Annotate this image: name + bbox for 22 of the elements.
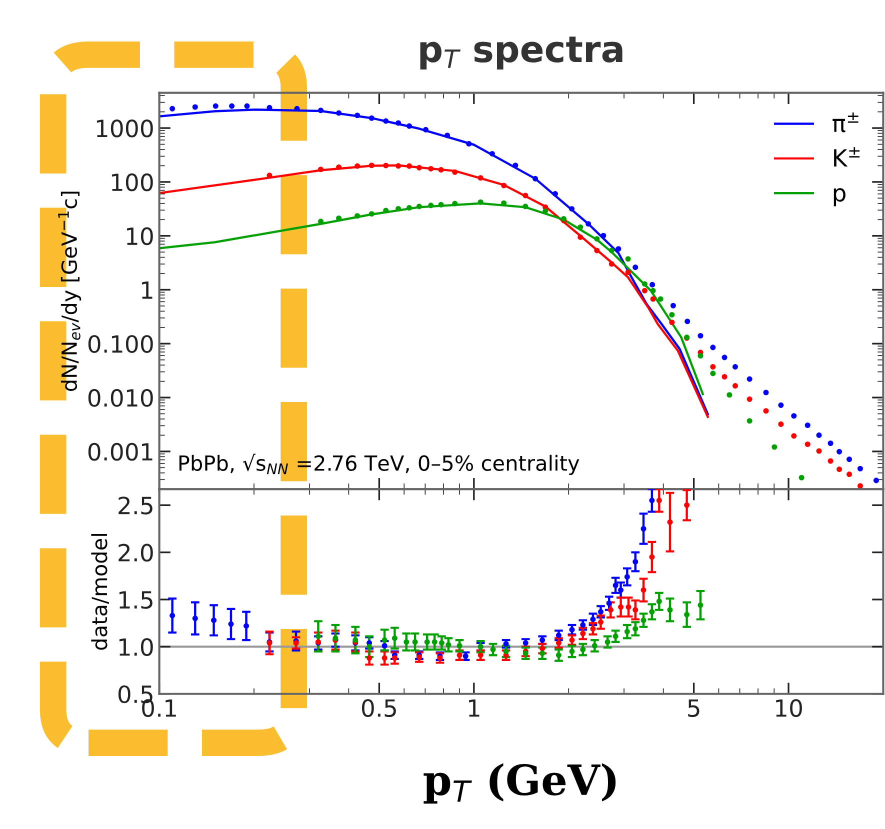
x-axis-title: p$_{T}$ (GeV) bbox=[424, 763, 616, 804]
x-tick-label: 5 bbox=[688, 699, 700, 718]
y-tick-label: 10 bbox=[126, 227, 153, 246]
chart-title: p$_{T}$ spectra bbox=[420, 36, 622, 70]
legend-label: π$^{±}$ bbox=[832, 112, 858, 132]
y-tick-label: 1 bbox=[142, 282, 152, 299]
y-tick-label: 1000 bbox=[96, 120, 153, 138]
y-tick-label: 1.0 bbox=[119, 638, 153, 656]
y-tick-label: 0.010 bbox=[88, 388, 153, 407]
y-tick-label: 100 bbox=[112, 173, 153, 192]
y-axis-title: dN/N$_{ev}$/dy [GeV$^{−1}$c] bbox=[58, 192, 82, 391]
y-tick-label: 0.001 bbox=[88, 442, 152, 461]
y-axis-title: data/model bbox=[91, 534, 109, 650]
y-tick-label: 2.5 bbox=[118, 496, 152, 514]
x-tick-label: 1 bbox=[468, 699, 480, 717]
x-tick-label: 10 bbox=[776, 699, 802, 718]
y-tick-label: 0.100 bbox=[88, 335, 153, 353]
legend-label: p bbox=[834, 188, 846, 206]
legend-label: K$^{±}$ bbox=[834, 147, 860, 166]
y-tick-label: 1.5 bbox=[119, 591, 152, 609]
x-tick-label: 0.5 bbox=[362, 699, 396, 718]
y-tick-label: 2.0 bbox=[118, 544, 153, 562]
